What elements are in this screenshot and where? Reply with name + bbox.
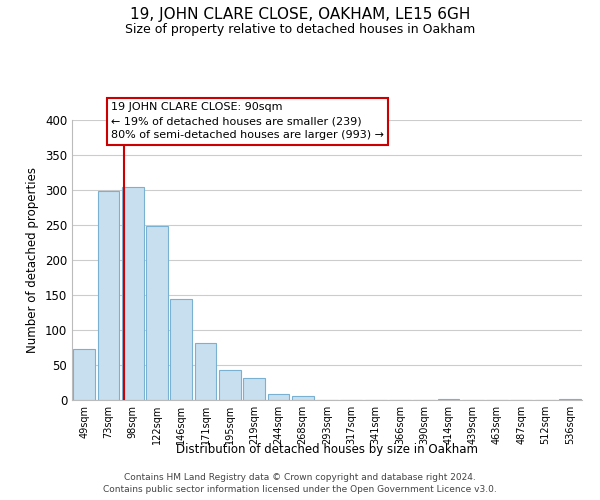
Text: Contains public sector information licensed under the Open Government Licence v3: Contains public sector information licen… [103, 485, 497, 494]
Bar [268, 394, 289, 400]
Bar [97, 190, 119, 400]
Bar [73, 349, 95, 400]
Bar [146, 226, 168, 400]
Bar [170, 299, 192, 400]
Bar [292, 396, 314, 400]
Text: Distribution of detached houses by size in Oakham: Distribution of detached houses by size … [176, 442, 478, 456]
Bar [122, 187, 143, 400]
Text: Size of property relative to detached houses in Oakham: Size of property relative to detached ho… [125, 22, 475, 36]
Text: Contains HM Land Registry data © Crown copyright and database right 2024.: Contains HM Land Registry data © Crown c… [124, 472, 476, 482]
Bar [194, 342, 217, 400]
Y-axis label: Number of detached properties: Number of detached properties [26, 167, 40, 353]
Bar [243, 378, 265, 400]
Bar [559, 398, 581, 400]
Bar [219, 370, 241, 400]
Text: 19 JOHN CLARE CLOSE: 90sqm
← 19% of detached houses are smaller (239)
80% of sem: 19 JOHN CLARE CLOSE: 90sqm ← 19% of deta… [111, 102, 384, 141]
Text: 19, JOHN CLARE CLOSE, OAKHAM, LE15 6GH: 19, JOHN CLARE CLOSE, OAKHAM, LE15 6GH [130, 8, 470, 22]
